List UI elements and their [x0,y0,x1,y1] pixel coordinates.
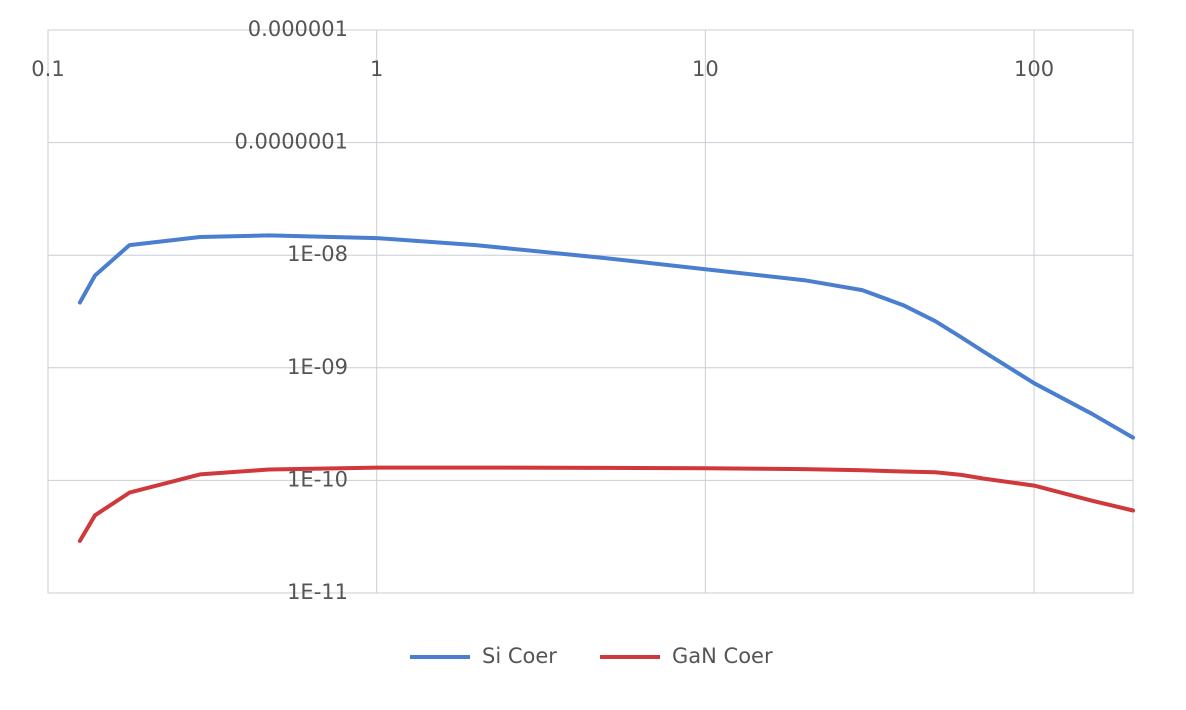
series-line [77,233,1135,440]
x-tick-label: 100 [1014,57,1054,81]
x-tick-label: 1 [370,57,383,81]
series-line [77,465,1135,543]
y-tick-label: 1E-08 [287,242,348,266]
legend-label: GaN Coer [672,644,773,668]
legend-label: Si Coer [482,644,557,668]
x-tick-label: 0.1 [31,57,64,81]
y-tick-label: 1E-09 [287,355,348,379]
y-tick-label: 1E-11 [287,580,348,604]
y-tick-label: 0.000001 [248,17,348,41]
y-tick-label: 1E-10 [287,467,348,491]
y-tick-label: 0.0000001 [234,130,348,154]
x-tick-label: 10 [692,57,719,81]
